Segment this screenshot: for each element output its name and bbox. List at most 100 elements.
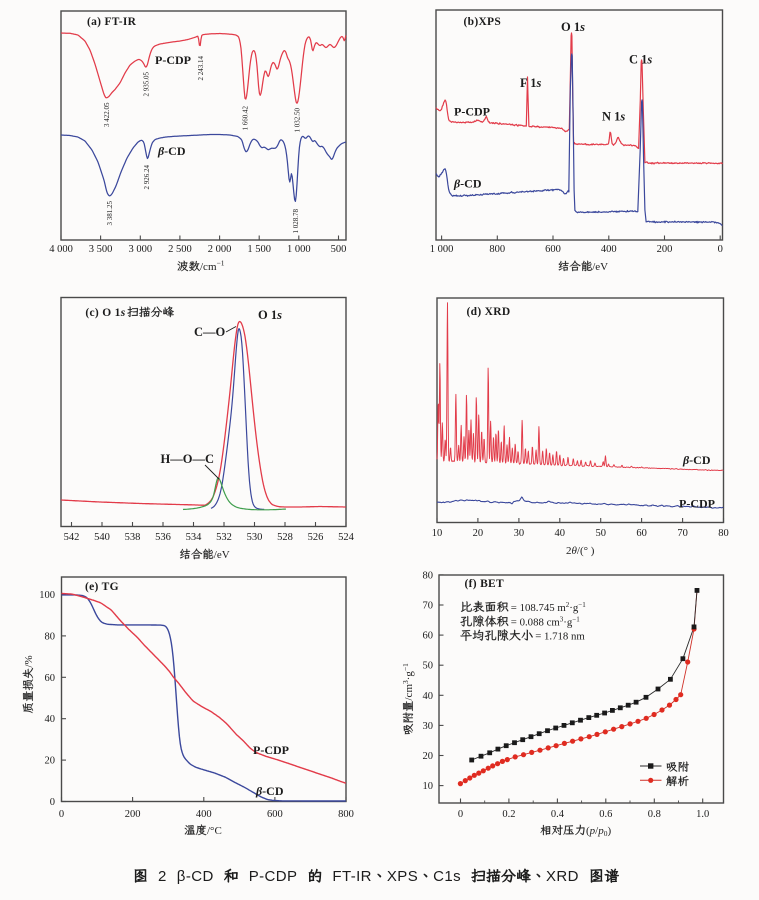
svg-text:0.2: 0.2 <box>502 809 515 820</box>
svg-text:3 500: 3 500 <box>89 244 113 255</box>
svg-text:100: 100 <box>39 590 55 601</box>
svg-text:400: 400 <box>196 809 212 820</box>
svg-text:200: 200 <box>657 244 673 255</box>
svg-text:600: 600 <box>545 244 561 255</box>
svg-text:/%: /% <box>23 655 35 667</box>
svg-text:XRD: XRD <box>546 868 579 885</box>
svg-text:= 1.718 nm: = 1.718 nm <box>535 631 585 643</box>
svg-text:0: 0 <box>59 809 64 820</box>
svg-text:40: 40 <box>423 691 434 702</box>
svg-text:528: 528 <box>277 532 293 543</box>
svg-text:β-CD: β-CD <box>255 784 284 798</box>
svg-text:O 1s: O 1s <box>561 20 585 34</box>
svg-text:/cm3·g−1: /cm3·g−1 <box>401 663 415 701</box>
svg-text:(p/p0): (p/p0) <box>586 825 611 838</box>
svg-text:600: 600 <box>267 809 283 820</box>
svg-text:1.0: 1.0 <box>696 809 709 820</box>
svg-text:80: 80 <box>423 570 434 581</box>
svg-text:60: 60 <box>423 631 434 642</box>
svg-text:β-CD: β-CD <box>453 177 482 191</box>
svg-text:1 500: 1 500 <box>247 244 271 255</box>
svg-text:β-CD: β-CD <box>157 144 186 158</box>
svg-text:H—O—C: H—O—C <box>161 452 214 466</box>
svg-text:3 422.05: 3 422.05 <box>103 102 111 127</box>
svg-text:FT-IR: FT-IR <box>332 868 372 885</box>
svg-text:70: 70 <box>677 528 688 539</box>
svg-text:/cm: /cm <box>200 261 217 273</box>
svg-text:F 1s: F 1s <box>520 76 542 90</box>
svg-text:60: 60 <box>636 528 647 539</box>
svg-text:530: 530 <box>247 532 263 543</box>
svg-text:1 000: 1 000 <box>287 244 311 255</box>
svg-text:0.8: 0.8 <box>648 809 661 820</box>
svg-text:4 000: 4 000 <box>49 244 73 255</box>
svg-text:400: 400 <box>601 244 617 255</box>
svg-text:20: 20 <box>45 756 56 767</box>
svg-text:200: 200 <box>125 809 141 820</box>
svg-text:P-CDP: P-CDP <box>253 743 289 757</box>
svg-text:800: 800 <box>338 809 354 820</box>
svg-text:(f) BET: (f) BET <box>465 578 505 590</box>
svg-text:P-CDP: P-CDP <box>454 105 490 119</box>
svg-text:1 660.42: 1 660.42 <box>242 106 250 131</box>
svg-text:1 032.50: 1 032.50 <box>294 108 302 133</box>
svg-text:20: 20 <box>473 528 484 539</box>
svg-text:526: 526 <box>308 532 324 543</box>
svg-text:/°C: /°C <box>207 825 222 837</box>
svg-text:(b)XPS: (b)XPS <box>464 16 502 28</box>
svg-text:2 243.14: 2 243.14 <box>197 56 205 81</box>
svg-text:3 381.25: 3 381.25 <box>106 201 114 226</box>
svg-text:40: 40 <box>45 714 56 725</box>
svg-text:30: 30 <box>514 528 525 539</box>
svg-text:XPS: XPS <box>387 868 418 885</box>
svg-text:40: 40 <box>555 528 566 539</box>
svg-text:(d) XRD: (d) XRD <box>467 306 511 318</box>
svg-text:β-CD: β-CD <box>682 453 711 467</box>
svg-text:10: 10 <box>423 781 434 792</box>
svg-text:80: 80 <box>45 631 56 642</box>
svg-text:P-CDP: P-CDP <box>155 53 191 67</box>
svg-text:80: 80 <box>718 528 729 539</box>
svg-text:536: 536 <box>155 532 171 543</box>
svg-text:2: 2 <box>158 868 167 885</box>
svg-text:20: 20 <box>423 751 434 762</box>
svg-text:542: 542 <box>64 532 80 543</box>
svg-text:P-CDP: P-CDP <box>679 497 715 511</box>
svg-text:0.6: 0.6 <box>599 809 612 820</box>
svg-text:β-CD: β-CD <box>177 868 214 885</box>
svg-text:/eV: /eV <box>214 549 230 561</box>
svg-text:10: 10 <box>432 528 443 539</box>
svg-text:/eV: /eV <box>592 261 608 273</box>
svg-text:534: 534 <box>186 532 203 543</box>
svg-text:800: 800 <box>489 244 505 255</box>
svg-text:2θ/(° ): 2θ/(° ) <box>566 545 595 557</box>
svg-text:(c) O 1s: (c) O 1s <box>85 307 125 319</box>
svg-text:0.4: 0.4 <box>551 809 565 820</box>
svg-text:1 028.78: 1 028.78 <box>292 209 300 234</box>
svg-text:30: 30 <box>423 721 434 732</box>
svg-text:0: 0 <box>718 244 723 255</box>
svg-text:(e) TG: (e) TG <box>85 581 119 593</box>
svg-text:1 000: 1 000 <box>430 244 454 255</box>
svg-text:60: 60 <box>45 673 56 684</box>
svg-text:= 0.088 cm3·g−1: = 0.088 cm3·g−1 <box>511 616 580 629</box>
svg-text:−1: −1 <box>217 259 225 268</box>
svg-text:C 1s: C 1s <box>629 53 652 67</box>
svg-text:538: 538 <box>125 532 141 543</box>
svg-text:= 108.745 m2·g−1: = 108.745 m2·g−1 <box>511 601 586 614</box>
svg-text:540: 540 <box>94 532 110 543</box>
svg-text:70: 70 <box>423 601 434 612</box>
svg-text:524: 524 <box>338 532 355 543</box>
svg-text:O 1s: O 1s <box>258 308 282 322</box>
svg-text:3 000: 3 000 <box>128 244 152 255</box>
svg-text:C—O: C—O <box>194 325 226 339</box>
svg-text:C1s: C1s <box>433 868 461 885</box>
svg-text:2 000: 2 000 <box>208 244 232 255</box>
svg-text:2 935.05: 2 935.05 <box>143 72 151 97</box>
svg-text:0: 0 <box>458 809 463 820</box>
svg-text:N 1s: N 1s <box>602 110 625 124</box>
svg-text:50: 50 <box>423 661 434 672</box>
svg-text:2 500: 2 500 <box>168 244 192 255</box>
svg-text:500: 500 <box>331 244 347 255</box>
svg-text:0: 0 <box>50 797 55 808</box>
